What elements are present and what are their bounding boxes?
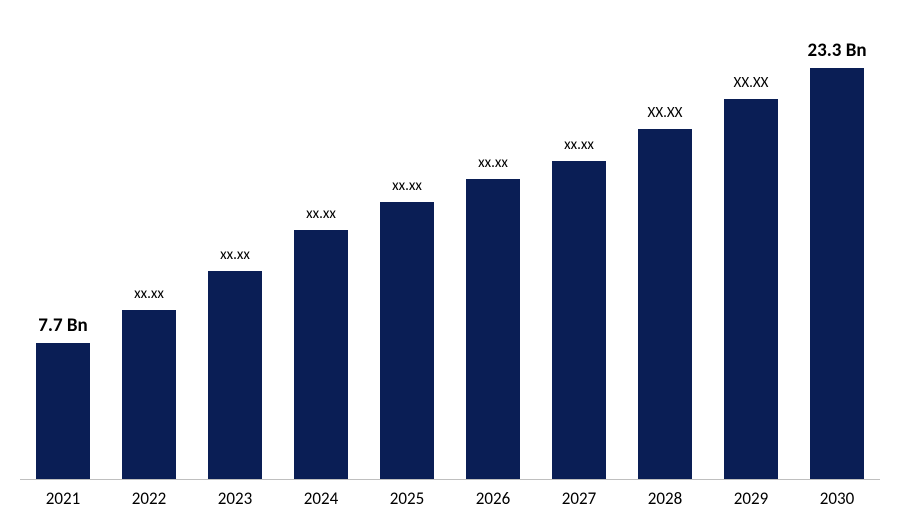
bar-value-label: xx.xx — [450, 154, 536, 173]
bar — [638, 129, 691, 479]
bar-slot: 23.3 Bn — [794, 20, 880, 479]
x-tick-label: 2027 — [536, 480, 622, 509]
x-tick-label: 2025 — [364, 480, 450, 509]
bar — [294, 230, 347, 479]
bar — [380, 202, 433, 479]
bar-value-label: xx.xx — [192, 246, 278, 265]
x-tick-label: 2024 — [278, 480, 364, 509]
x-tick-label: 2023 — [192, 480, 278, 509]
bar-value-label: 23.3 Bn — [794, 39, 880, 62]
market-bar-chart: 7.7 Bnxx.xxxx.xxxx.xxxx.xxxx.xxxx.xxXX.X… — [0, 0, 900, 525]
bar-slot: xx.xx — [450, 20, 536, 479]
x-tick-label: 2022 — [106, 480, 192, 509]
x-tick-label: 2029 — [708, 480, 794, 509]
bar — [122, 310, 175, 479]
bar-value-label: XX.XX — [622, 104, 708, 123]
bar-slot: xx.xx — [106, 20, 192, 479]
x-tick-label: 2030 — [794, 480, 880, 509]
bar-slot: 7.7 Bn — [20, 20, 106, 479]
bar-slot: xx.xx — [192, 20, 278, 479]
x-tick-label: 2026 — [450, 480, 536, 509]
bar-slot: XX.XX — [622, 20, 708, 479]
bar-slot: xx.xx — [364, 20, 450, 479]
bar-value-label: XX.XX — [708, 74, 794, 93]
bar — [810, 68, 863, 479]
x-axis: 2021202220232024202520262027202820292030 — [20, 480, 880, 525]
bar-slot: xx.xx — [278, 20, 364, 479]
bar-value-label: xx.xx — [278, 205, 364, 224]
bar — [36, 343, 89, 479]
x-tick-label: 2021 — [20, 480, 106, 509]
bar-slot: xx.xx — [536, 20, 622, 479]
bar-slot: XX.XX — [708, 20, 794, 479]
bar-value-label: 7.7 Bn — [20, 314, 106, 337]
bar-value-label: xx.xx — [536, 136, 622, 155]
bar — [208, 271, 261, 479]
bar — [724, 99, 777, 479]
bar-value-label: xx.xx — [364, 177, 450, 196]
bar — [466, 179, 519, 479]
bar-value-label: xx.xx — [106, 285, 192, 304]
bar — [552, 161, 605, 479]
plot-area: 7.7 Bnxx.xxxx.xxxx.xxxx.xxxx.xxxx.xxXX.X… — [20, 20, 880, 480]
bars-container: 7.7 Bnxx.xxxx.xxxx.xxxx.xxxx.xxxx.xxXX.X… — [20, 20, 880, 479]
x-tick-label: 2028 — [622, 480, 708, 509]
